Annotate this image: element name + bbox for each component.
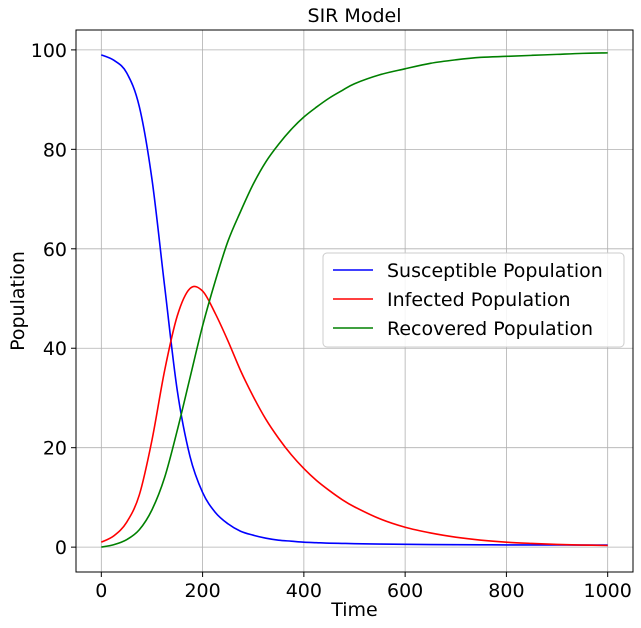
x-axis-title: Time [330, 599, 378, 621]
axis-ticks: 0 200 400 600 800 1000 0 20 40 60 80 100 [31, 40, 632, 602]
legend-label: Recovered Population [387, 318, 593, 340]
series-line-1 [100, 285, 608, 547]
y-tick-label: 100 [31, 40, 67, 62]
x-tick-label: 600 [387, 580, 423, 602]
x-tick-label: 800 [488, 580, 524, 602]
legend: Susceptible Population Infected Populatio… [322, 252, 625, 348]
series-line-2 [101, 52, 608, 548]
y-tick-label: 0 [55, 537, 67, 559]
x-tick-label: 1000 [584, 580, 632, 602]
series-lines [100, 52, 608, 548]
x-tick-label: 0 [95, 580, 107, 602]
series-line-0 [101, 54, 608, 546]
x-tick-label: 200 [184, 580, 220, 602]
y-tick-label: 80 [43, 139, 67, 161]
legend-label: Susceptible Population [387, 260, 603, 282]
legend-label: Infected Population [387, 289, 571, 311]
chart-title: SIR Model [308, 5, 402, 27]
y-tick-label: 20 [43, 438, 67, 460]
x-tick-label: 400 [286, 580, 322, 602]
plot-frame [75, 29, 634, 573]
y-tick-label: 40 [43, 338, 67, 360]
y-tick-label: 60 [43, 239, 67, 261]
y-axis-title: Population [7, 251, 29, 351]
legend-box [322, 252, 625, 348]
